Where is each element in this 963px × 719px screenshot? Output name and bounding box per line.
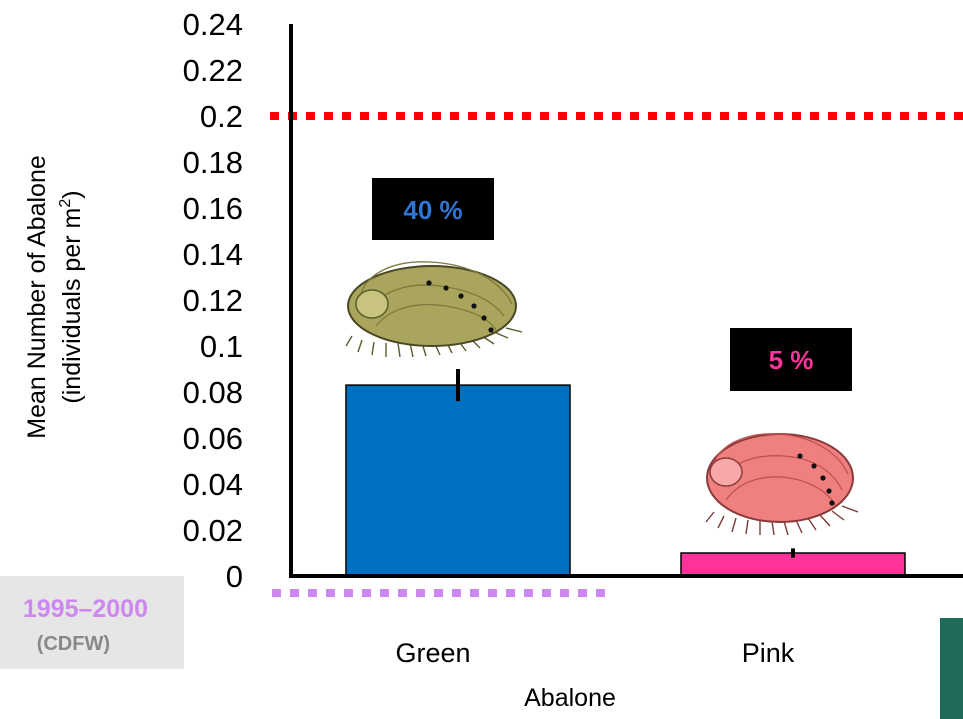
y-tick-label: 0.14 (183, 237, 243, 272)
y-axis-title-line2: (individuals per m2) (57, 190, 86, 403)
bars (345, 384, 906, 577)
category-label-pink: Pink (742, 638, 795, 668)
y-tick-label: 0.12 (183, 283, 243, 318)
pink-percent-label: 5 % (769, 345, 814, 375)
green-abalone-icon (345, 261, 523, 358)
green-percent-box (372, 178, 494, 240)
green-percent-label: 40 % (403, 195, 462, 225)
y-tick-label: 0.24 (183, 7, 243, 42)
pink-percent-box (730, 328, 852, 391)
source-badge-source: (CDFW) (37, 633, 110, 655)
source-badge-background (0, 576, 184, 669)
pink-abalone-icon (705, 433, 859, 536)
x-axis-title: Abalone (524, 684, 616, 712)
y-tick-label: 0.06 (183, 421, 243, 456)
source-badge: 1995–2000 (CDFW) (0, 576, 184, 669)
y-axis-title-line1: Mean Number of Abalone (23, 155, 51, 439)
y-tick-label: 0.02 (183, 513, 243, 548)
y-tick-label: 0.1 (200, 329, 243, 364)
error-bars (456, 369, 795, 558)
y-tick-label: 0.08 (183, 375, 243, 410)
reference-lines (270, 112, 963, 597)
side-panel-edge (940, 618, 963, 719)
y-tick-label: 0.04 (183, 467, 243, 502)
category-labels: Green Pink (395, 638, 794, 668)
category-label-green: Green (395, 638, 470, 668)
y-tick-label: 0.16 (183, 191, 243, 226)
y-tick-labels: 0 0.02 0.04 0.06 0.08 0.1 0.12 0.14 0.16 0.18 0.2 0… (183, 7, 243, 594)
y-tick-label: 0 (226, 559, 243, 594)
y-tick-label: 0.2 (200, 99, 243, 134)
y-tick-label: 0.22 (183, 53, 243, 88)
bar-green (345, 384, 571, 577)
y-tick-label: 0.18 (183, 145, 243, 180)
source-badge-years: 1995–2000 (23, 595, 148, 623)
